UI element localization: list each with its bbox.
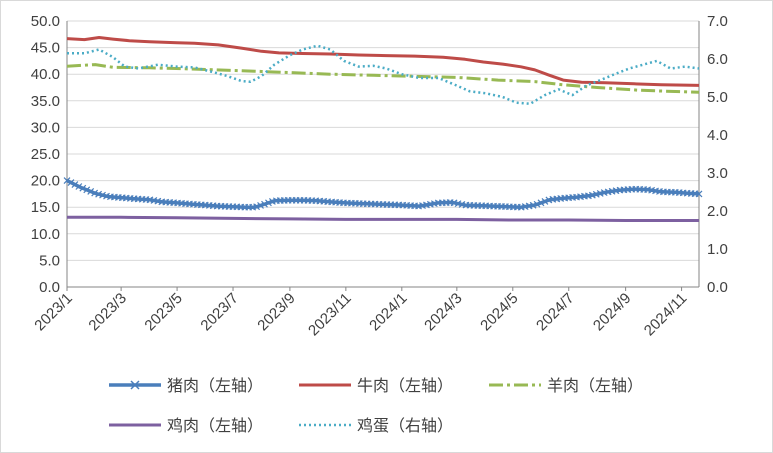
legend-label-mutton: 羊肉（左轴）	[547, 376, 643, 395]
y-left-tick-label: 20.0	[31, 173, 60, 190]
x-tick-label: 2024/11	[641, 290, 691, 340]
series-markers-pork	[63, 177, 703, 211]
x-tick-label: 2024/5	[477, 290, 521, 334]
y-left-tick-label: 50.0	[31, 13, 60, 30]
x-tick-label: 2023/1	[31, 290, 75, 334]
series-marker-pork	[99, 191, 106, 199]
series-marker-pork	[265, 199, 272, 207]
series-marker-pork	[79, 184, 87, 192]
y-left-tick-label: 10.0	[31, 226, 60, 243]
y-right-tick-label: 4.0	[707, 127, 728, 144]
y-left-tick-label: 5.0	[39, 252, 60, 269]
x-tick-label: 2023/5	[141, 290, 185, 334]
y-right-tick-label: 6.0	[707, 51, 728, 68]
y-right-tick-label: 3.0	[707, 165, 728, 182]
series-marker-pork	[529, 201, 537, 209]
y-left-tick-label: 25.0	[31, 146, 60, 163]
x-tick-label: 2023/7	[197, 290, 241, 334]
series-marker-pork	[91, 189, 99, 197]
y-left-tick-label: 30.0	[31, 119, 60, 136]
series-marker-pork	[63, 177, 71, 185]
y-right-tick-label: 2.0	[707, 203, 728, 220]
x-tick-label: 2023/3	[85, 290, 129, 334]
legend-label-beef: 牛肉（左轴）	[357, 376, 453, 395]
y-right-tick-label: 1.0	[707, 241, 728, 258]
x-tick-label: 2024/7	[533, 290, 577, 334]
legend-marker-pork	[130, 380, 140, 390]
series-marker-pork	[75, 183, 83, 190]
legend-label-chicken: 鸡肉（左轴）	[167, 416, 263, 435]
y-left-tick-label: 40.0	[31, 66, 60, 83]
y-left-tick-label: 35.0	[31, 93, 60, 110]
series-marker-pork	[537, 199, 545, 207]
x-tick-label: 2024/9	[590, 290, 634, 334]
y-right-tick-label: 0.0	[707, 279, 728, 296]
series-line-beef	[66, 36, 700, 87]
x-tick-label: 2023/11	[305, 290, 355, 340]
y-left-tick-label: 15.0	[31, 199, 60, 216]
y-left-tick-label: 45.0	[31, 40, 60, 57]
series-marker-pork	[541, 197, 549, 205]
series-marker-pork	[71, 181, 79, 188]
series-marker-pork	[257, 202, 264, 209]
series-marker-pork	[87, 188, 95, 195]
series-marker-pork	[261, 200, 268, 208]
series-line-egg	[67, 44, 700, 106]
series-line-mutton	[66, 63, 700, 94]
x-tick-label: 2024/3	[421, 290, 465, 334]
series-marker-pork	[83, 186, 91, 194]
series-marker-pork	[95, 190, 103, 198]
series-marker-pork	[533, 200, 541, 208]
series-marker-pork	[67, 179, 75, 186]
series-line-pork	[66, 179, 700, 209]
legend-label-pork: 猪肉（左轴）	[167, 376, 263, 395]
x-tick-label: 2024/1	[366, 290, 410, 334]
y-left-tick-label: 0.0	[39, 279, 60, 296]
series-line-chicken	[67, 215, 699, 222]
y-right-tick-label: 5.0	[707, 89, 728, 106]
x-tick-label: 2023/9	[254, 290, 298, 334]
series-marker-pork	[695, 190, 703, 198]
y-right-tick-label: 7.0	[707, 13, 728, 30]
series-marker-pork	[253, 203, 261, 211]
legend-label-egg: 鸡蛋（右轴）	[357, 416, 453, 435]
